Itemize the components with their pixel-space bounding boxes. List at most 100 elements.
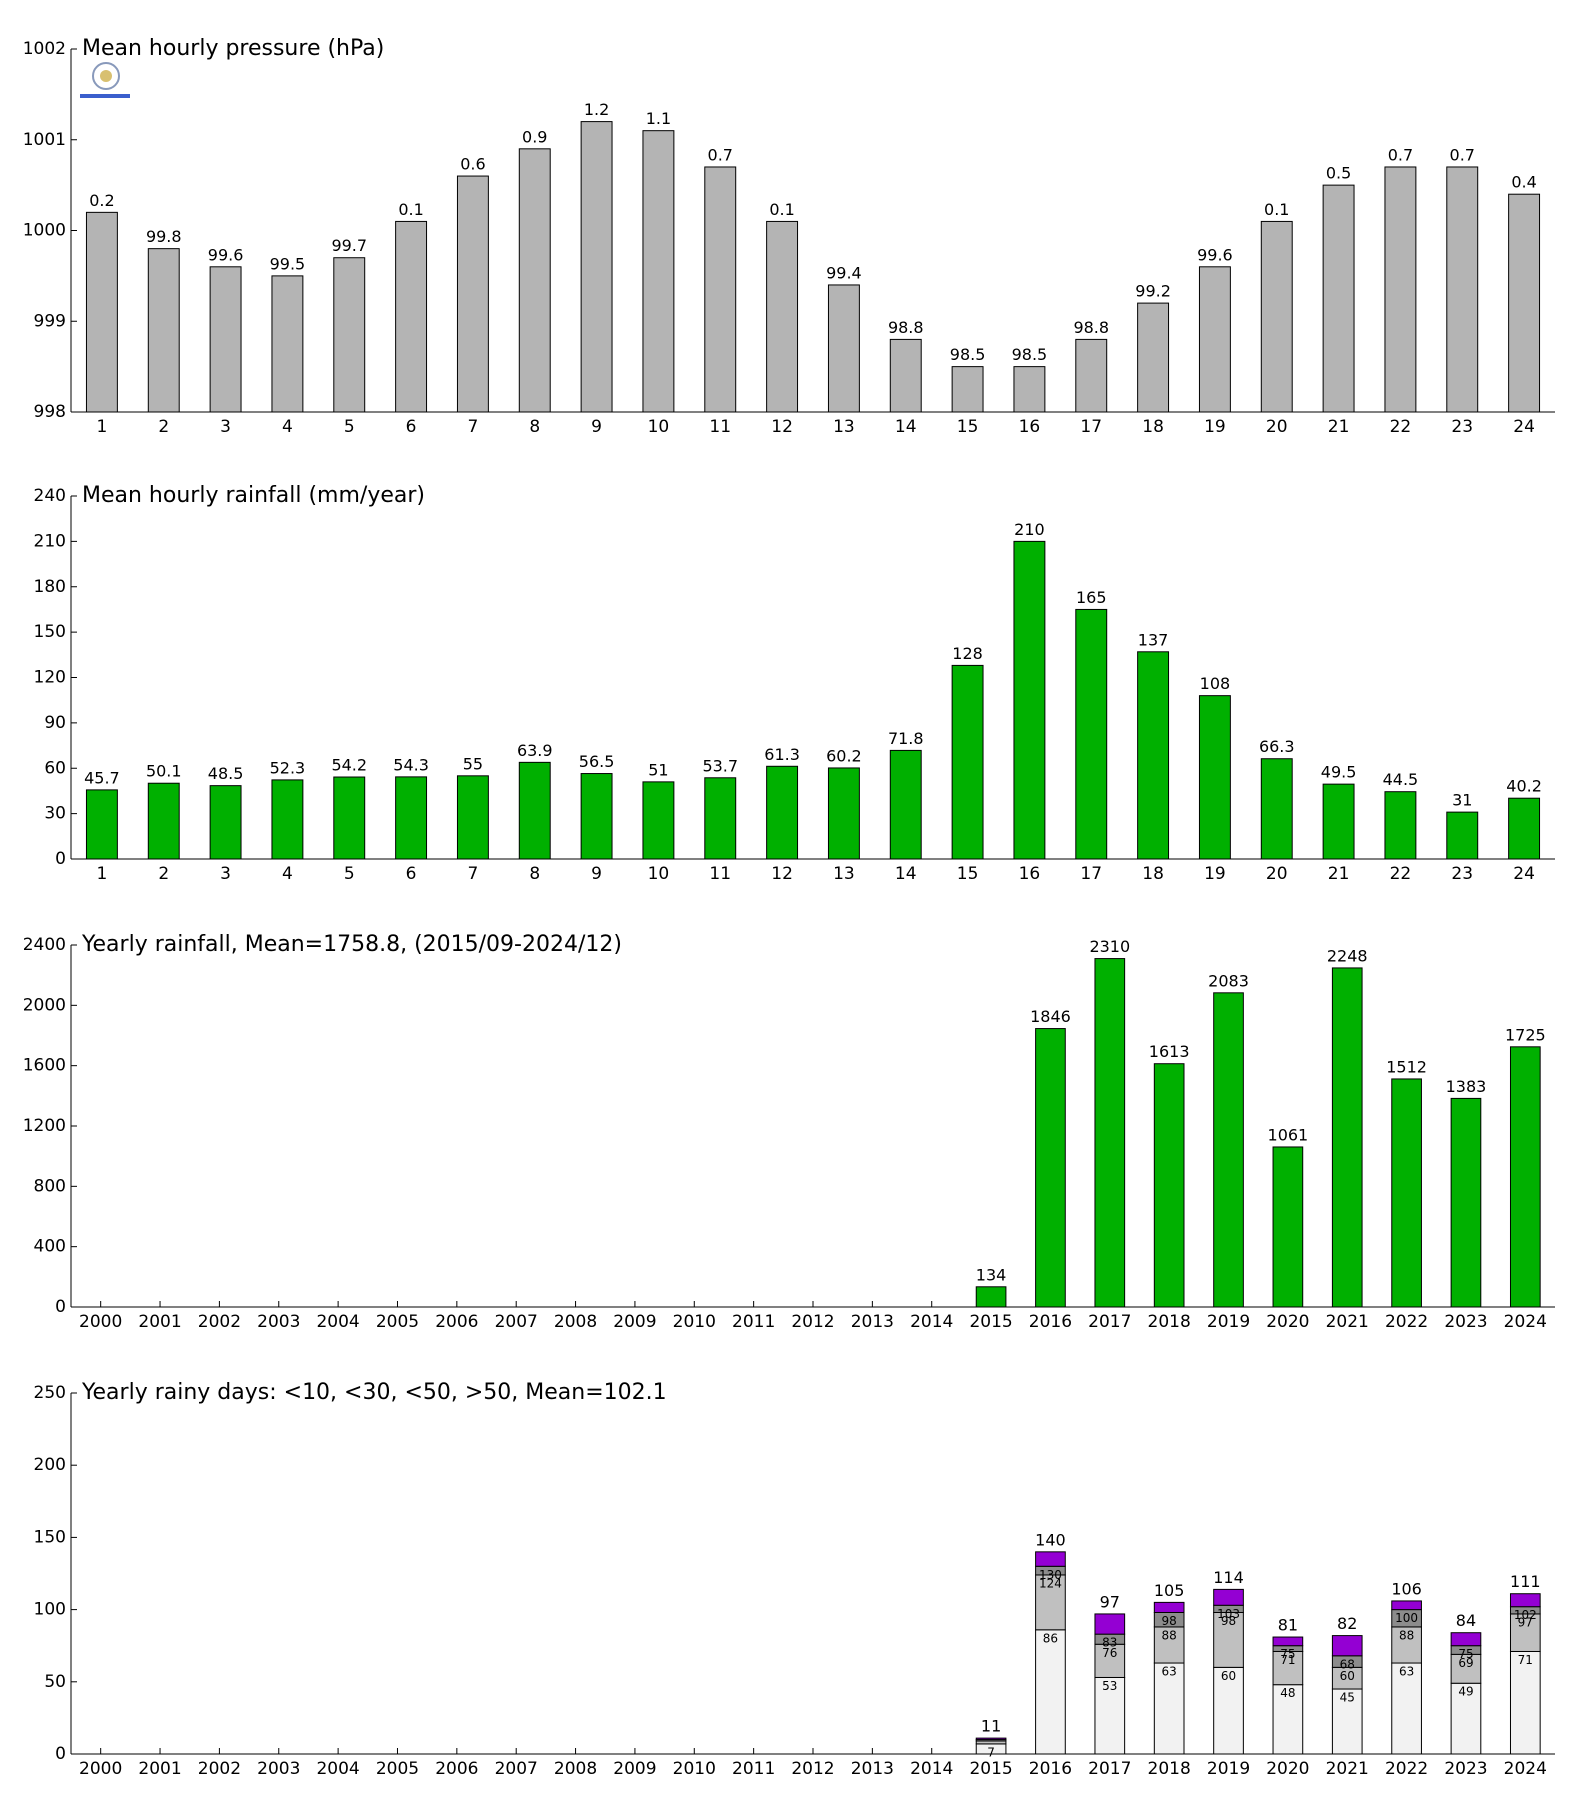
bar <box>1075 338 1108 413</box>
x-tick-label: 2012 <box>791 1312 834 1332</box>
x-tick-label: 24 <box>1513 417 1535 437</box>
x-tick-label: 23 <box>1451 417 1473 437</box>
value-label: 51 <box>648 760 668 779</box>
value-label: 63.9 <box>517 741 553 760</box>
bar <box>1260 758 1293 860</box>
x-tick-label: 14 <box>895 864 917 884</box>
bar-segment <box>1153 1626 1185 1664</box>
value-label: 71.8 <box>888 729 924 748</box>
x-tick-label: 20 <box>1266 417 1288 437</box>
value-label: 98.5 <box>1012 345 1048 364</box>
x-tick-label: 2010 <box>673 1759 716 1779</box>
x-tick-label: 2020 <box>1266 1312 1309 1332</box>
chart-title: Mean hourly rainfall (mm/year) <box>82 483 425 508</box>
x-tick-label: 8 <box>529 417 540 437</box>
segment-label: 60 <box>1221 1669 1236 1683</box>
value-label: 60.2 <box>826 746 862 765</box>
value-label: 0.7 <box>708 145 733 164</box>
x-tick-label: 2010 <box>673 1312 716 1332</box>
x-tick-label: 2001 <box>138 1759 181 1779</box>
bar <box>1137 651 1170 860</box>
bar <box>1508 797 1541 860</box>
x-tick-label: 13 <box>833 417 855 437</box>
total-label: 111 <box>1510 1572 1541 1591</box>
x-tick-label: 18 <box>1142 417 1164 437</box>
x-tick-label: 2008 <box>554 1312 597 1332</box>
segment-label: 130 <box>1039 1568 1062 1582</box>
value-label: 1725 <box>1505 1025 1546 1044</box>
bar <box>766 220 799 413</box>
bar-segment <box>975 1737 1007 1741</box>
x-tick-label: 2014 <box>910 1312 953 1332</box>
bar <box>1331 967 1363 1308</box>
bar <box>1013 540 1046 860</box>
x-tick-label: 9 <box>591 417 602 437</box>
bar <box>456 775 489 860</box>
bar-segment <box>1272 1684 1304 1755</box>
y-tick-label: 0 <box>55 1297 66 1317</box>
value-label: 52.3 <box>270 758 306 777</box>
x-tick-label: 11 <box>709 417 731 437</box>
x-tick-label: 6 <box>406 864 417 884</box>
segment-label: 63 <box>1399 1665 1414 1679</box>
x-tick-label: 15 <box>957 417 979 437</box>
y-tick-label: 2400 <box>23 935 66 955</box>
logo <box>80 62 130 98</box>
bar <box>1322 184 1355 413</box>
y-tick-label: 100 <box>34 1600 66 1620</box>
bar <box>1013 366 1046 413</box>
bar-segment <box>1213 1666 1244 1755</box>
total-label: 97 <box>1100 1592 1120 1611</box>
segment-label: 71 <box>1280 1653 1295 1667</box>
bar <box>456 175 489 413</box>
x-tick-label: 2013 <box>851 1312 894 1332</box>
bar-segment <box>1391 1662 1422 1755</box>
x-tick-label: 2020 <box>1266 1759 1309 1779</box>
bar-segment <box>1450 1632 1482 1647</box>
segment-label: 100 <box>1395 1611 1418 1625</box>
x-tick-label: 2004 <box>316 1759 359 1779</box>
y-tick-label: 200 <box>34 1455 66 1475</box>
value-label: 98.8 <box>1073 318 1109 337</box>
value-label: 1846 <box>1030 1007 1071 1026</box>
value-label: 165 <box>1076 588 1107 607</box>
segment-label: 88 <box>1399 1628 1414 1642</box>
bar <box>580 121 613 413</box>
x-tick-label: 17 <box>1080 864 1102 884</box>
value-label: 1.1 <box>646 109 671 128</box>
x-tick-label: 2002 <box>198 1759 241 1779</box>
bar <box>1272 1146 1304 1308</box>
y-tick-label: 150 <box>34 622 66 642</box>
bar <box>1450 1097 1482 1308</box>
value-label: 54.3 <box>393 755 429 774</box>
x-tick-label: 2 <box>158 417 169 437</box>
x-tick-label: 1 <box>97 417 108 437</box>
value-label: 99.6 <box>1197 245 1233 264</box>
x-tick-label: 19 <box>1204 417 1226 437</box>
value-label: 1.2 <box>584 100 609 119</box>
segment-label: 83 <box>1102 1636 1117 1650</box>
value-label: 1061 <box>1268 1125 1309 1144</box>
x-tick-label: 4 <box>282 417 293 437</box>
x-tick-label: 2001 <box>138 1312 181 1332</box>
bar-segment <box>1450 1682 1482 1755</box>
x-tick-label: 2003 <box>257 1759 300 1779</box>
x-tick-label: 5 <box>344 864 355 884</box>
bar <box>1384 166 1417 413</box>
bar <box>975 1286 1007 1308</box>
total-label: 114 <box>1213 1568 1244 1587</box>
value-label: 137 <box>1138 630 1169 649</box>
value-label: 44.5 <box>1383 770 1419 789</box>
x-tick-label: 2000 <box>79 1759 122 1779</box>
x-tick-label: 2016 <box>1029 1759 1072 1779</box>
value-label: 0.1 <box>1264 200 1289 219</box>
segment-label: 63 <box>1162 1665 1177 1679</box>
value-label: 0.7 <box>1388 145 1413 164</box>
y-tick-label: 1200 <box>23 1116 66 1136</box>
total-label: 81 <box>1278 1616 1298 1635</box>
value-label: 1613 <box>1149 1042 1190 1061</box>
x-tick-label: 21 <box>1328 417 1350 437</box>
y-tick-label: 1600 <box>23 1056 66 1076</box>
segment-label: 86 <box>1043 1631 1058 1645</box>
y-tick-label: 240 <box>34 486 66 506</box>
